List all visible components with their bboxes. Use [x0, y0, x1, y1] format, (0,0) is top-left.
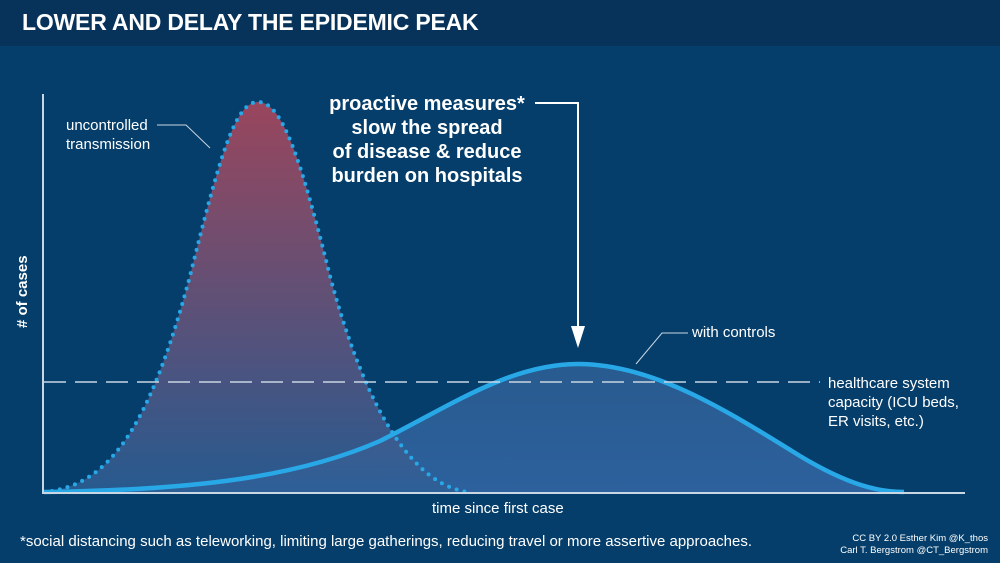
uncontrolled-curve [42, 99, 470, 494]
uncontrolled-label: uncontrolled transmission [66, 117, 151, 153]
uncontrolled-leader [157, 124, 211, 149]
x-axis-label: time since first case [432, 500, 564, 517]
credits: CC BY 2.0 Esther Kim @K_thos Carl T. Ber… [840, 533, 988, 556]
y-axis-label: # of cases [14, 255, 31, 328]
page-title: LOWER AND DELAY THE EPIDEMIC PEAK [22, 9, 479, 35]
with-controls-label: with controls [692, 324, 776, 341]
callout-arrow [535, 102, 579, 328]
capacity-label: healthcare system capacity (ICU beds, ER… [828, 375, 959, 430]
arrow-head-icon [571, 326, 585, 348]
footnote: *social distancing such as teleworking, … [20, 533, 753, 550]
uncontrolled-area [44, 102, 468, 492]
header-bar: LOWER AND DELAY THE EPIDEMIC PEAK [0, 0, 1000, 46]
with-controls-curve [43, 361, 905, 495]
proactive-measures-callout: proactive measures* slow the spread of d… [329, 93, 525, 187]
with-controls-area [44, 364, 904, 492]
with-controls-leader [635, 332, 688, 365]
epidemic-chart [42, 94, 965, 495]
